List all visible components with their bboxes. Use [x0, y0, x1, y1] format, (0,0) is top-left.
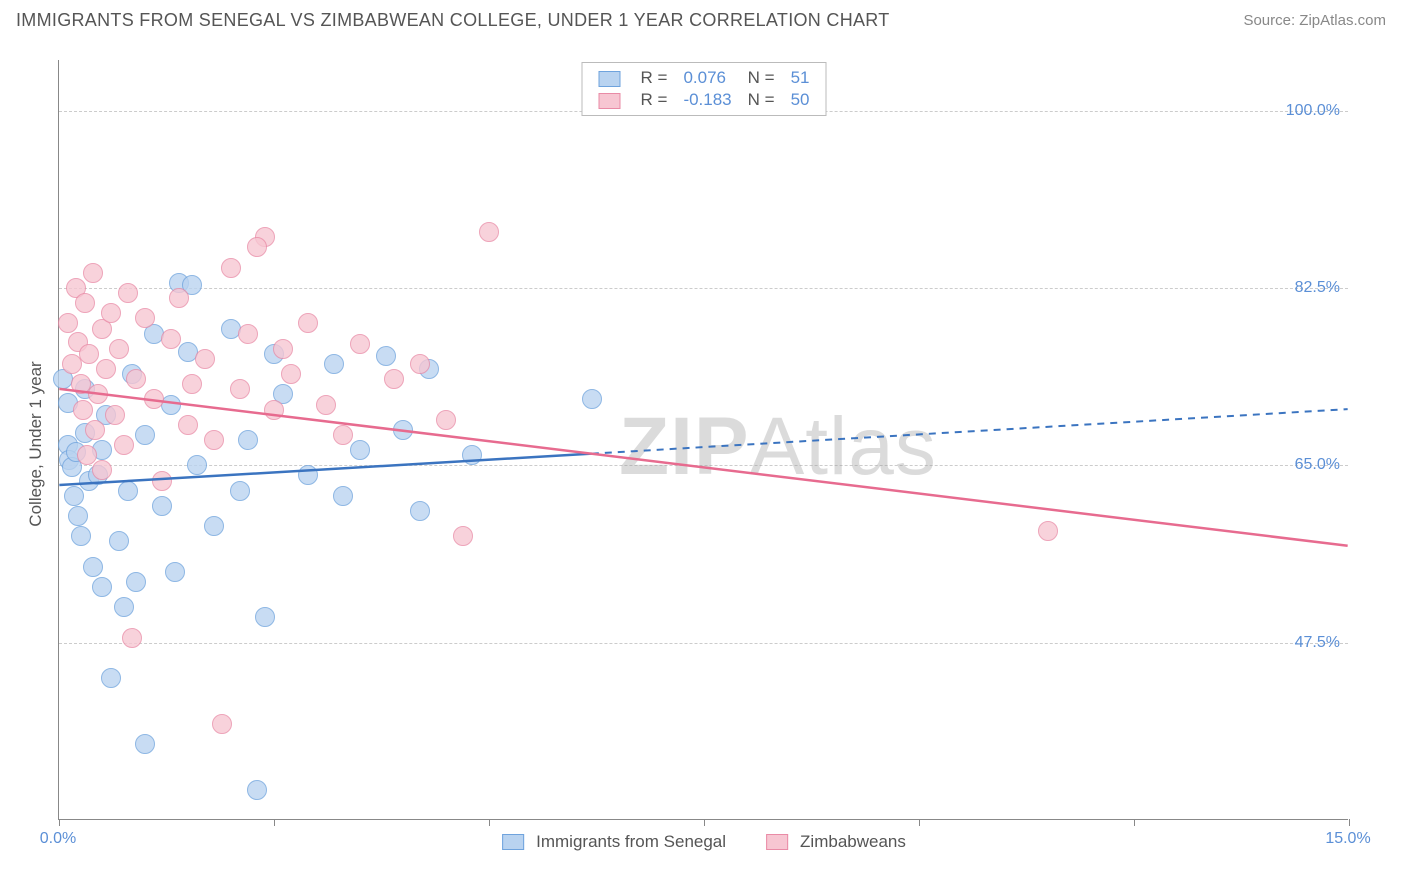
trend-lines [59, 60, 1348, 819]
legend-stats: R =0.076N =51R =-0.183N =50 [582, 62, 827, 116]
legend-swatch [766, 834, 788, 850]
page-title: IMMIGRANTS FROM SENEGAL VS ZIMBABWEAN CO… [16, 10, 890, 31]
legend-r-label: R = [633, 89, 676, 111]
trend-line-dashed [592, 409, 1348, 454]
legend-stats-row: R =0.076N =51 [591, 67, 818, 89]
x-tick [59, 819, 60, 826]
x-tick [489, 819, 490, 826]
x-tick [274, 819, 275, 826]
legend-n-value: 50 [783, 89, 818, 111]
legend-n-label: N = [740, 89, 783, 111]
trend-line-solid [59, 454, 591, 485]
legend-item: Immigrants from Senegal [502, 832, 726, 852]
x-tick [704, 819, 705, 826]
legend-label: Immigrants from Senegal [536, 832, 726, 852]
x-tick [1134, 819, 1135, 826]
legend-swatch [502, 834, 524, 850]
legend-n-label: N = [740, 67, 783, 89]
legend-swatch [599, 93, 621, 109]
legend-n-value: 51 [783, 67, 818, 89]
legend-label: Zimbabweans [800, 832, 906, 852]
legend-stats-row: R =-0.183N =50 [591, 89, 818, 111]
x-tick [919, 819, 920, 826]
plot-area: ZIPAtlas 47.5%65.0%82.5%100.0% [58, 60, 1348, 820]
y-axis-label: College, Under 1 year [26, 361, 46, 526]
correlation-chart: College, Under 1 year ZIPAtlas 47.5%65.0… [16, 44, 1392, 884]
trend-line-solid [59, 389, 1347, 546]
legend-r-value: -0.183 [675, 89, 739, 111]
source-label: Source: ZipAtlas.com [1243, 12, 1386, 29]
legend-swatch [599, 71, 621, 87]
legend-series: Immigrants from Senegal Zimbabweans [502, 832, 906, 852]
legend-r-label: R = [633, 67, 676, 89]
x-tick-label: 15.0% [1325, 830, 1370, 848]
x-tick-label: 0.0% [40, 830, 76, 848]
legend-r-value: 0.076 [675, 67, 739, 89]
x-tick [1349, 819, 1350, 826]
legend-item: Zimbabweans [766, 832, 906, 852]
